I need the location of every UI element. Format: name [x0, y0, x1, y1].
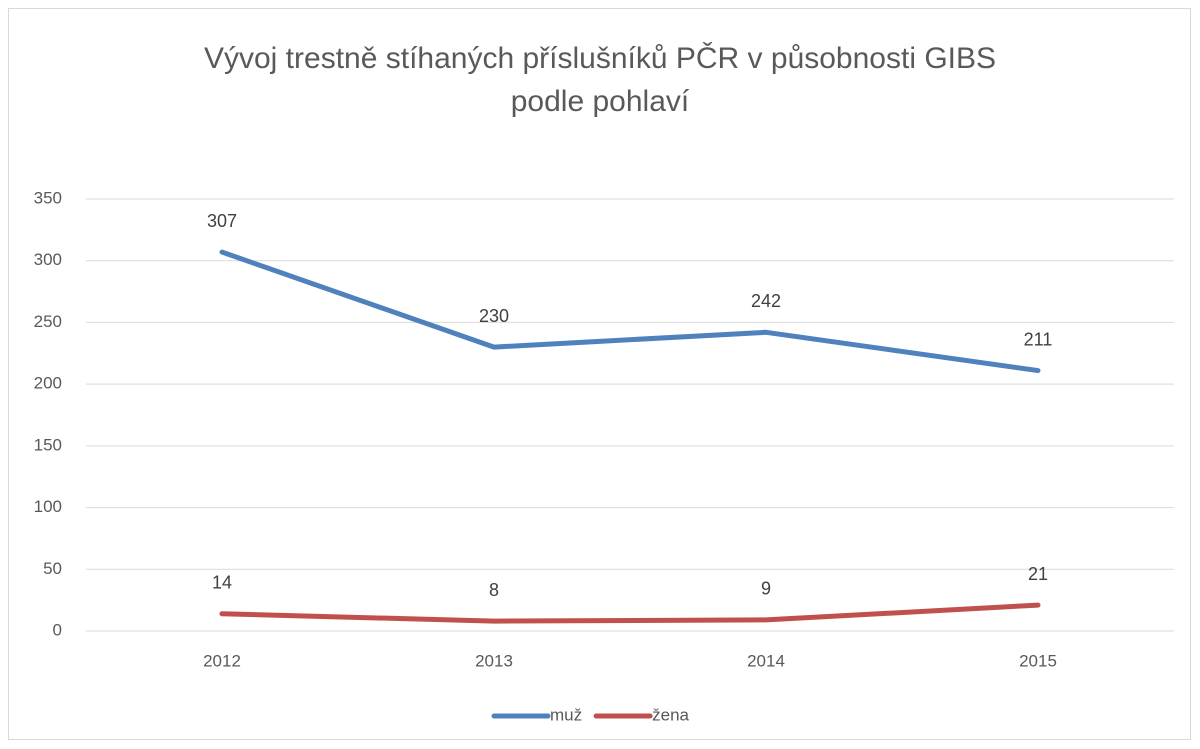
- data-label: 230: [479, 306, 509, 326]
- y-tick-label: 200: [34, 374, 62, 393]
- x-tick-label: 2015: [1019, 651, 1057, 670]
- legend-label: muž: [550, 705, 582, 724]
- line-series: [219, 602, 1041, 624]
- chart-title: Vývoj trestně stíhaných příslušníků PČR …: [204, 41, 996, 75]
- chart-title: podle pohlaví: [511, 85, 690, 118]
- y-tick-label: 100: [34, 497, 62, 516]
- x-tick-label: 2013: [475, 651, 513, 670]
- y-tick-label: 150: [34, 435, 62, 454]
- y-tick-label: 350: [34, 188, 62, 207]
- data-label: 21: [1028, 564, 1048, 584]
- data-label: 242: [751, 291, 781, 311]
- data-label: 8: [489, 580, 499, 600]
- y-tick-label: 50: [43, 559, 62, 578]
- y-tick-label: 300: [34, 250, 62, 269]
- data-label: 9: [761, 579, 771, 599]
- y-tick-label: 250: [34, 312, 62, 331]
- x-tick-label: 2012: [203, 651, 241, 670]
- data-label: 14: [212, 572, 232, 592]
- legend-label: žena: [652, 705, 689, 724]
- y-tick-label: 0: [53, 620, 62, 639]
- data-label: 211: [1024, 329, 1053, 349]
- chart-border: [8, 8, 1191, 740]
- line-series: [219, 249, 1041, 374]
- x-tick-label: 2014: [747, 651, 785, 670]
- data-label: 307: [207, 211, 237, 231]
